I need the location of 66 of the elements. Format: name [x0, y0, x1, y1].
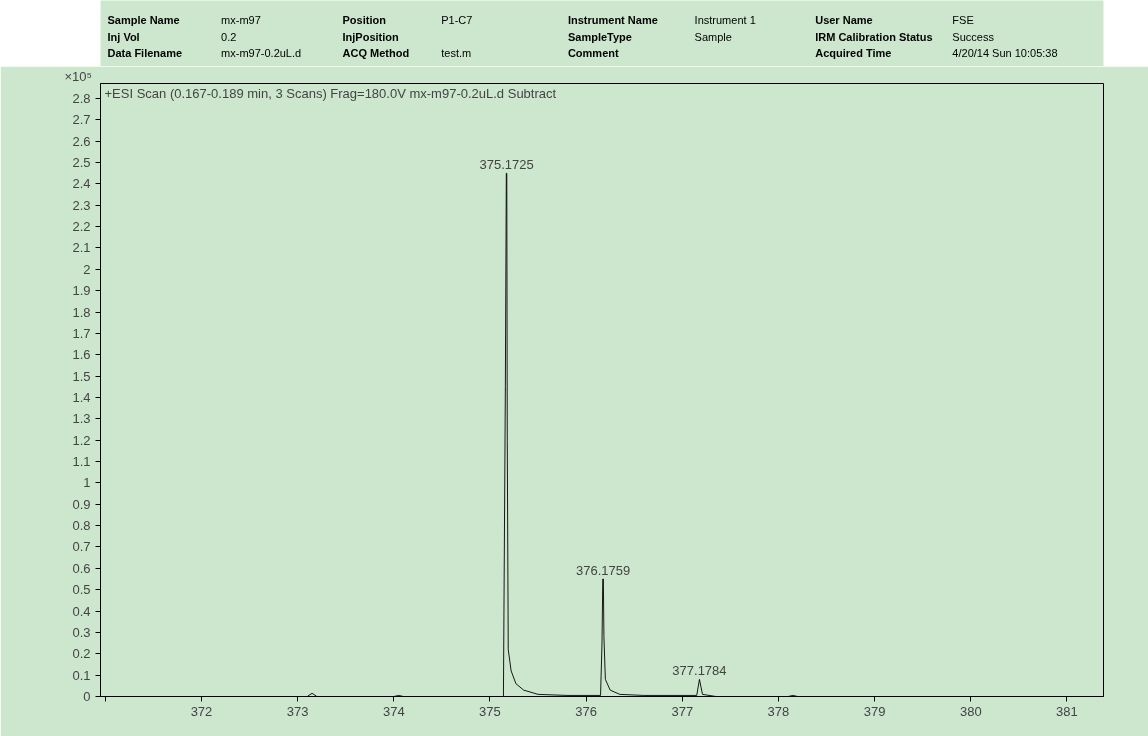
x-tick-label: 376 — [575, 703, 597, 719]
text: P1-C7 — [441, 14, 473, 27]
y-tick-label: 0.5 — [72, 582, 91, 598]
text: Data Filename — [107, 47, 183, 60]
y-tick-label: 1.1 — [72, 454, 91, 470]
text: Sample Name — [107, 14, 180, 27]
y-tick-label: 0.1 — [72, 667, 91, 683]
text: Instrument 1 — [694, 14, 756, 27]
text: mx-m97-0.2uL.d — [221, 47, 302, 60]
y-tick-label: 0.6 — [72, 560, 91, 576]
text: Comment — [567, 47, 619, 60]
y-tick-label: 2.6 — [72, 133, 91, 149]
y-tick-label: 2.7 — [72, 112, 91, 128]
x-tick-label: 378 — [767, 703, 790, 719]
text: InjPosition — [342, 30, 400, 43]
y-axis-title: ×10⁵ — [64, 68, 92, 84]
text: Instrument Name — [567, 14, 658, 27]
text: Acquired Time — [815, 47, 892, 60]
y-tick-label: 1.7 — [72, 325, 91, 341]
y-tick-label: 1.4 — [72, 389, 91, 405]
y-tick-label: 2.4 — [72, 176, 91, 192]
text: 0.2 — [221, 30, 237, 43]
text: 4/20/14 Sun 10:05:38 — [952, 47, 1058, 60]
y-tick-label: 2 — [83, 261, 91, 277]
text: ACQ Method — [342, 47, 410, 60]
chart-title: +ESI Scan (0.167-0.189 min, 3 Scans) Frag=180.0V mx-m97-0.2uL.d Subtract — [104, 85, 557, 101]
y-tick-label: 0.4 — [72, 603, 91, 619]
y-tick-label: 1.6 — [72, 347, 91, 363]
x-tick-label: 374 — [382, 703, 405, 719]
y-tick-label: 2.5 — [72, 155, 91, 171]
text: Success — [952, 30, 995, 43]
x-tick-label: 372 — [190, 703, 213, 719]
annotation: 376.1759 — [575, 563, 631, 579]
x-tick-label: 375 — [479, 703, 501, 719]
y-tick-label: 1 — [83, 475, 91, 491]
annotation: 375.1725 — [479, 157, 534, 173]
text: test.m — [441, 47, 472, 60]
text: mx-m97 — [221, 14, 261, 27]
y-tick-label: 2.1 — [72, 240, 91, 256]
x-tick-label: 379 — [863, 703, 886, 719]
text: User Name — [815, 14, 873, 27]
text: Position — [342, 14, 387, 27]
y-tick-label: 2.3 — [72, 197, 91, 213]
y-tick-label: 1.9 — [72, 283, 91, 299]
y-tick-label: 0.9 — [72, 496, 91, 512]
x-tick-label: 381 — [1056, 703, 1078, 719]
y-tick-label: 2.2 — [72, 219, 91, 235]
y-tick-label: 0.7 — [72, 539, 91, 555]
text: Inj Vol — [107, 30, 140, 43]
y-tick-label: 0.3 — [72, 624, 91, 640]
x-tick-label: 377 — [671, 703, 694, 719]
y-tick-label: 1.3 — [72, 411, 91, 427]
x-tick-label: 380 — [959, 703, 982, 719]
text: FSE — [952, 14, 974, 27]
y-tick-label: 2.8 — [72, 90, 91, 106]
text: SampleType — [567, 30, 632, 43]
y-tick-label: 0 — [83, 689, 91, 704]
annotation: 377.1784 — [672, 663, 727, 679]
y-tick-label: 0.2 — [72, 646, 91, 662]
text: Sample — [694, 30, 732, 43]
text: IRM Calibration Status — [815, 30, 933, 43]
y-tick-label: 0.8 — [72, 518, 91, 534]
y-tick-label: 1.5 — [72, 368, 91, 384]
y-tick-label: 1.8 — [72, 304, 91, 320]
y-tick-label: 1.2 — [72, 432, 91, 448]
x-tick-label: 373 — [286, 703, 309, 719]
